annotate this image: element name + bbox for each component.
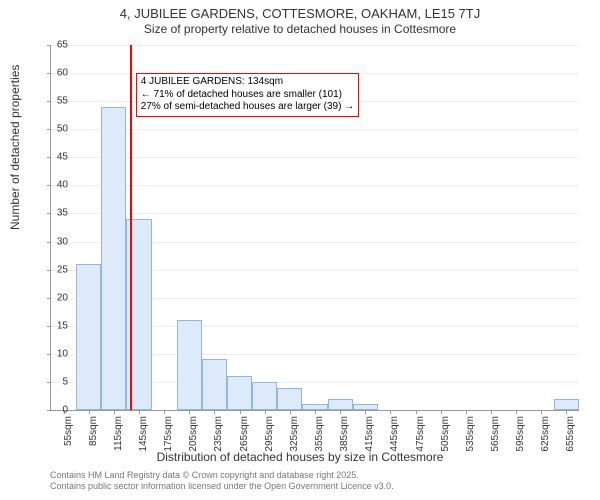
x-tick-label: 445sqm: [389, 416, 400, 452]
y-tick-label: 50: [28, 124, 68, 135]
x-tick-mark: [240, 410, 241, 414]
y-tick-label: 10: [28, 348, 68, 359]
x-tick-label: 415sqm: [364, 416, 375, 452]
x-tick-label: 595sqm: [515, 416, 526, 452]
histogram-bar: [76, 264, 101, 410]
x-tick-label: 385sqm: [339, 416, 350, 452]
x-tick-mark: [189, 410, 190, 414]
x-tick-mark: [340, 410, 341, 414]
x-tick-label: 55sqm: [63, 416, 74, 446]
x-tick-mark: [139, 410, 140, 414]
x-tick-mark: [390, 410, 391, 414]
x-tick-label: 115sqm: [113, 416, 124, 451]
y-tick-label: 5: [28, 376, 68, 387]
histogram-bar: [101, 107, 126, 410]
y-tick-label: 25: [28, 264, 68, 275]
x-tick-label: 205sqm: [188, 416, 199, 452]
x-tick-label: 265sqm: [239, 416, 250, 452]
x-tick-mark: [416, 410, 417, 414]
x-tick-mark: [114, 410, 115, 414]
y-tick-label: 15: [28, 320, 68, 331]
x-tick-label: 295sqm: [264, 416, 275, 452]
chart-subtitle: Size of property relative to detached ho…: [0, 22, 600, 36]
y-tick-label: 45: [28, 152, 68, 163]
x-tick-mark: [491, 410, 492, 414]
x-tick-label: 475sqm: [415, 416, 426, 452]
callout-line-3: 27% of semi-detached houses are larger (…: [141, 101, 354, 114]
x-tick-mark: [89, 410, 90, 414]
x-tick-label: 505sqm: [440, 416, 451, 452]
x-tick-mark: [365, 410, 366, 414]
y-axis-label: Number of detached properties: [8, 65, 22, 230]
x-tick-label: 355sqm: [314, 416, 325, 452]
callout-line-1: 4 JUBILEE GARDENS: 134sqm: [141, 76, 354, 89]
histogram-bar: [227, 376, 252, 410]
histogram-bar: [252, 382, 277, 410]
y-axis-label-text: Number of detached properties: [8, 65, 22, 230]
plot-area: 4 JUBILEE GARDENS: 134sqm← 71% of detach…: [50, 45, 579, 411]
chart-title: 4, JUBILEE GARDENS, COTTESMORE, OAKHAM, …: [0, 6, 600, 21]
x-tick-mark: [516, 410, 517, 414]
y-tick-label: 0: [28, 405, 68, 416]
x-tick-label: 145sqm: [138, 416, 149, 452]
histogram-bar: [177, 320, 202, 410]
x-axis-label: Distribution of detached houses by size …: [0, 450, 600, 464]
x-tick-label: 325sqm: [289, 416, 300, 452]
reference-line: [130, 45, 132, 410]
y-tick-label: 55: [28, 96, 68, 107]
y-tick-label: 65: [28, 40, 68, 51]
x-tick-mark: [566, 410, 567, 414]
x-tick-label: 235sqm: [213, 416, 224, 452]
footer-text: Contains HM Land Registry data © Crown c…: [50, 470, 394, 492]
x-tick-mark: [164, 410, 165, 414]
x-tick-mark: [466, 410, 467, 414]
chart-container: 4, JUBILEE GARDENS, COTTESMORE, OAKHAM, …: [0, 0, 600, 500]
x-tick-label: 625sqm: [540, 416, 551, 452]
callout-box: 4 JUBILEE GARDENS: 134sqm← 71% of detach…: [136, 73, 359, 117]
x-tick-mark: [441, 410, 442, 414]
footer-line-1: Contains HM Land Registry data © Crown c…: [50, 470, 394, 481]
x-tick-mark: [541, 410, 542, 414]
y-tick-label: 40: [28, 180, 68, 191]
histogram-bar: [202, 359, 227, 410]
footer-line-2: Contains public sector information licen…: [50, 481, 394, 492]
x-tick-label: 85sqm: [88, 416, 99, 446]
y-tick-label: 30: [28, 236, 68, 247]
histogram-bar: [554, 399, 579, 410]
histogram-bar: [328, 399, 353, 410]
y-tick-label: 60: [28, 68, 68, 79]
callout-line-2: ← 71% of detached houses are smaller (10…: [141, 89, 354, 102]
x-tick-label: 655sqm: [565, 416, 576, 452]
y-tick-label: 35: [28, 208, 68, 219]
x-tick-mark: [290, 410, 291, 414]
y-tick-label: 20: [28, 292, 68, 303]
x-tick-mark: [214, 410, 215, 414]
x-tick-mark: [315, 410, 316, 414]
histogram-bar: [277, 388, 302, 410]
x-tick-mark: [265, 410, 266, 414]
x-tick-label: 565sqm: [490, 416, 501, 452]
x-tick-label: 175sqm: [163, 416, 174, 452]
x-tick-label: 535sqm: [465, 416, 476, 452]
